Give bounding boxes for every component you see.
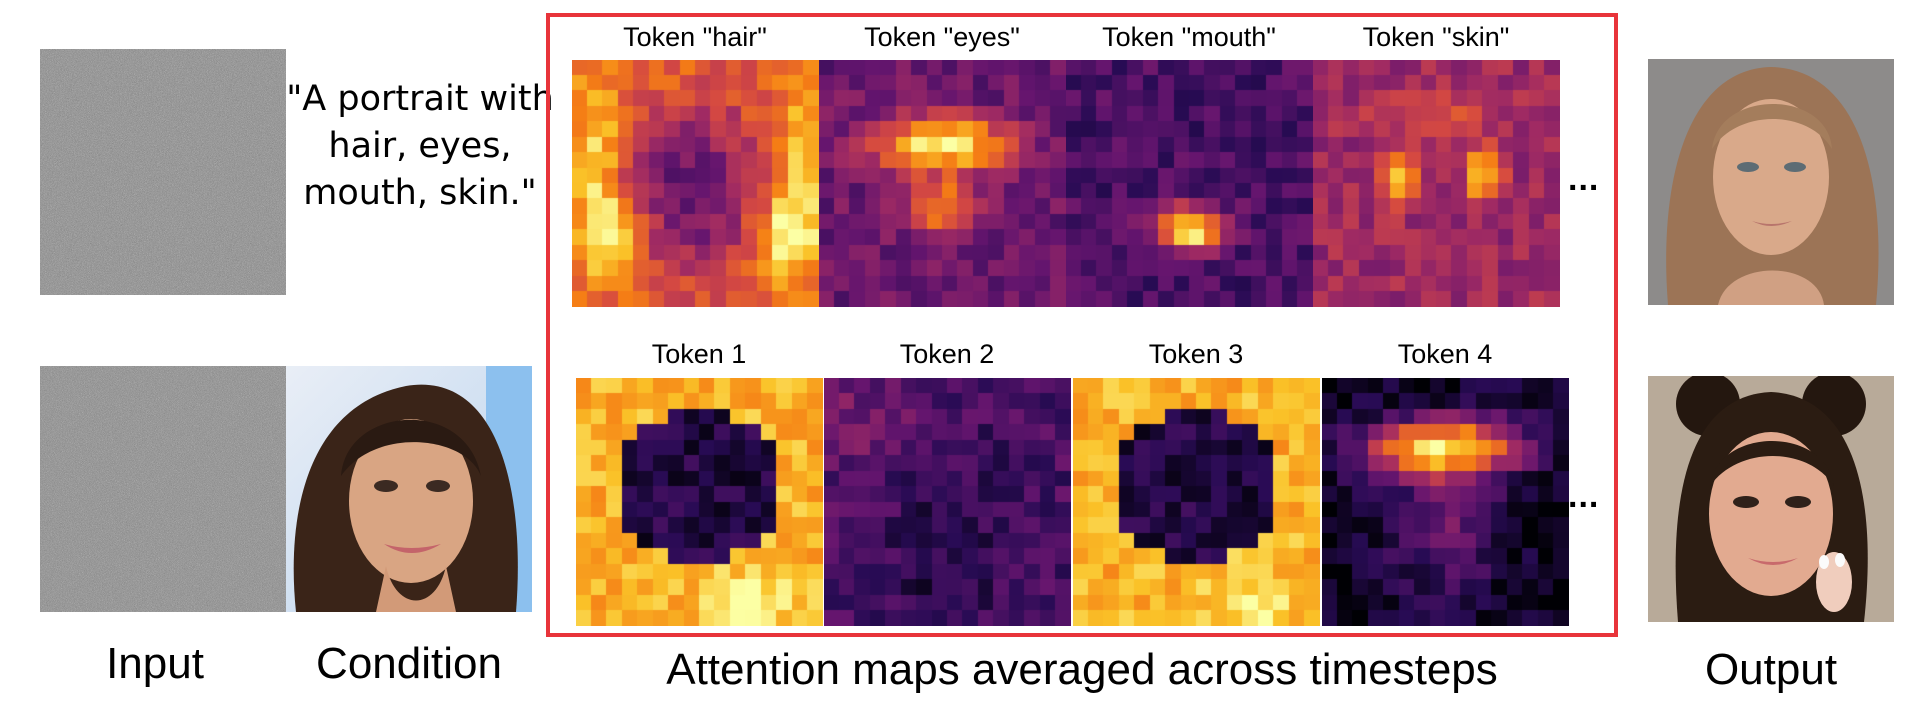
token-label-2: Token 2 — [899, 339, 995, 369]
attention-map-skin — [1313, 60, 1560, 307]
token-label-1: Token 1 — [651, 339, 747, 369]
attention-map-token-1 — [576, 378, 823, 626]
attention-map-token-2 — [824, 378, 1071, 626]
attention-map-token-4 — [1322, 378, 1569, 626]
output-face-photo-top — [1648, 59, 1894, 305]
attention-maps-frame — [546, 13, 1618, 637]
attention-map-eyes — [819, 60, 1066, 307]
token-label-skin: Token "skin" — [1362, 22, 1510, 52]
attention-map-mouth — [1066, 60, 1313, 307]
output-face-photo-bottom — [1648, 376, 1894, 622]
label-attention-maps: Attention maps averaged across timesteps — [666, 645, 1498, 694]
attention-map-token-3 — [1073, 378, 1320, 626]
noise-input-image-top — [40, 49, 286, 295]
label-output: Output — [1704, 645, 1838, 694]
label-condition: Condition — [316, 639, 502, 688]
text-prompt: "A portrait with hair, eyes, mouth, skin… — [286, 79, 554, 213]
label-input: Input — [106, 639, 204, 688]
condition-face-photo — [286, 366, 532, 612]
attention-map-hair — [572, 60, 819, 307]
noise-input-image-bottom — [40, 366, 286, 612]
token-label-mouth: Token "mouth" — [1102, 22, 1276, 52]
token-label-3: Token 3 — [1148, 339, 1244, 369]
token-label-4: Token 4 — [1397, 339, 1493, 369]
ellipsis-row2: ... — [1568, 477, 1600, 515]
ellipsis-row1: ... — [1568, 160, 1600, 198]
token-label-eyes: Token "eyes" — [864, 22, 1020, 52]
token-label-hair: Token "hair" — [623, 22, 767, 52]
